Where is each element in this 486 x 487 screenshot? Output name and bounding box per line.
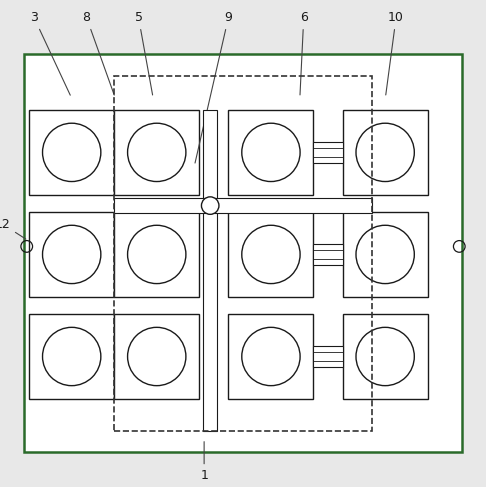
Bar [114, 212, 199, 297]
Bar [114, 110, 199, 195]
Text: 12: 12 [0, 218, 26, 239]
Bar [203, 110, 217, 431]
Bar [313, 346, 343, 367]
Bar [228, 212, 313, 297]
Circle shape [202, 197, 219, 214]
Bar [343, 110, 428, 195]
Bar [313, 244, 343, 265]
Bar [343, 212, 428, 297]
Bar [228, 314, 313, 399]
Bar [313, 142, 343, 163]
Text: 3: 3 [30, 11, 70, 95]
Bar [29, 314, 114, 399]
Bar [24, 54, 462, 452]
Text: 5: 5 [135, 11, 153, 95]
Text: 9: 9 [195, 11, 232, 163]
Text: 1: 1 [200, 442, 208, 482]
Bar [228, 110, 313, 195]
Text: 8: 8 [83, 11, 114, 95]
Text: 6: 6 [300, 11, 308, 95]
Bar [114, 198, 372, 213]
Bar [29, 212, 114, 297]
Bar [343, 314, 428, 399]
Bar [29, 110, 114, 195]
Text: 10: 10 [386, 11, 404, 95]
Bar [114, 76, 372, 431]
Bar [114, 314, 199, 399]
